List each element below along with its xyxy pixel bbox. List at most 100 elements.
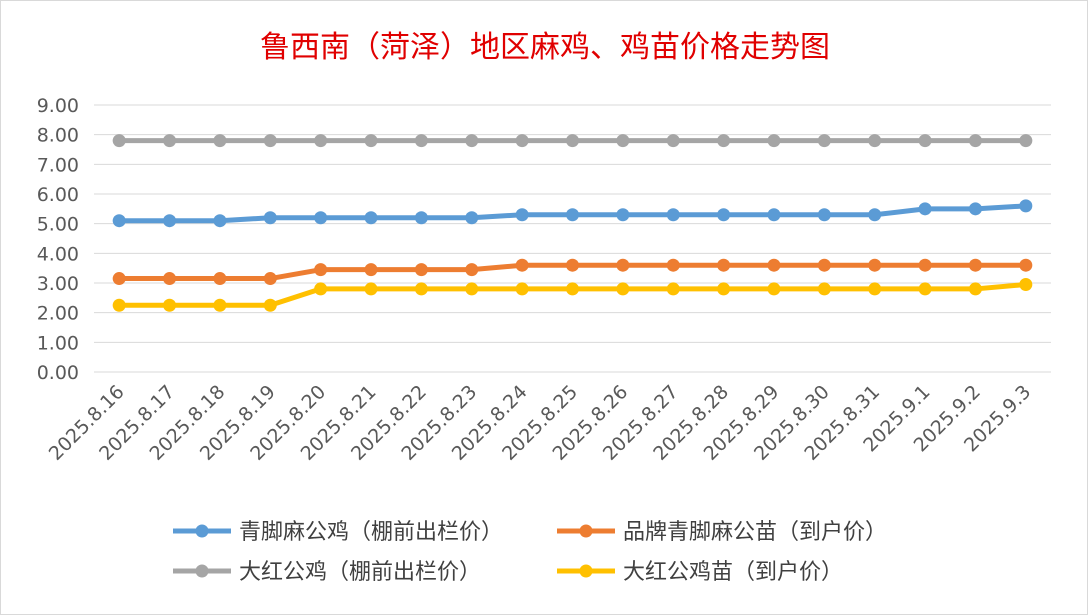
data-point	[112, 134, 126, 148]
y-axis: 0.00 1.00 2.00 3.00 4.00 5.00 6.00 7.00 8.00 9.00	[37, 95, 79, 384]
data-point	[767, 282, 781, 296]
legend-swatch-marker	[579, 524, 593, 538]
data-point	[314, 263, 328, 277]
data-point	[868, 258, 882, 272]
data-point	[163, 134, 177, 148]
data-point	[968, 282, 982, 296]
data-point	[566, 208, 579, 222]
data-point	[112, 214, 126, 228]
data-point	[515, 282, 529, 296]
series-layer	[112, 134, 1033, 312]
data-point	[465, 211, 479, 225]
y-tick-label: 3.00	[37, 273, 79, 295]
data-point	[112, 298, 126, 312]
data-point	[112, 272, 126, 286]
data-point	[263, 211, 277, 225]
data-point	[918, 202, 932, 216]
data-point	[1019, 258, 1033, 272]
data-point	[817, 208, 831, 222]
data-point	[817, 134, 831, 148]
y-tick-label: 1.00	[37, 332, 79, 354]
data-point	[465, 134, 479, 148]
series-2	[112, 258, 1033, 286]
data-point	[666, 208, 680, 222]
y-tick-label: 9.00	[37, 95, 79, 117]
legend-label: 大红公鸡（棚前出栏价）	[239, 560, 481, 585]
data-point	[666, 258, 680, 272]
data-point	[968, 258, 982, 272]
data-point	[868, 134, 882, 148]
data-point	[918, 282, 932, 296]
data-point	[263, 298, 277, 312]
data-point	[314, 282, 328, 296]
data-point	[566, 282, 579, 296]
y-tick-label: 5.00	[37, 214, 79, 236]
data-point	[414, 134, 428, 148]
data-point	[767, 258, 781, 272]
data-point	[717, 208, 731, 222]
data-point	[968, 202, 982, 216]
legend-item: 大红公鸡（棚前出栏价）	[173, 560, 481, 585]
y-tick-label: 4.00	[37, 243, 79, 265]
data-point	[717, 134, 731, 148]
legend-item: 品牌青脚麻公苗（到户价）	[557, 520, 887, 545]
legend: 青脚麻公鸡（棚前出栏价） 品牌青脚麻公苗（到户价） 大红公鸡（棚前出栏价） 大红公鸡苗…	[173, 520, 887, 585]
data-point	[968, 134, 982, 148]
data-point	[414, 282, 428, 296]
y-tick-label: 8.00	[37, 125, 79, 147]
x-axis: 2025.8.162025.8.172025.8.182025.8.192025…	[45, 381, 1036, 465]
data-point	[515, 134, 529, 148]
data-point	[515, 258, 529, 272]
data-point	[817, 258, 831, 272]
data-point	[868, 208, 882, 222]
data-point	[163, 298, 177, 312]
data-point	[213, 214, 227, 228]
data-point	[213, 134, 227, 148]
legend-label: 大红公鸡苗（到户价）	[623, 560, 843, 585]
data-point	[767, 134, 781, 148]
data-point	[1019, 134, 1033, 148]
data-point	[666, 134, 680, 148]
data-point	[868, 282, 882, 296]
legend-label: 品牌青脚麻公苗（到户价）	[623, 520, 887, 545]
data-point	[314, 134, 328, 148]
data-point	[213, 272, 227, 286]
data-point	[515, 208, 529, 222]
data-point	[263, 272, 277, 286]
y-tick-label: 0.00	[37, 362, 79, 384]
series-4	[112, 277, 1033, 312]
data-point	[163, 214, 177, 228]
data-point	[414, 263, 428, 277]
data-point	[364, 134, 378, 148]
y-tick-label: 7.00	[37, 154, 79, 176]
legend-item: 青脚麻公鸡（棚前出栏价）	[173, 520, 503, 545]
data-point	[817, 282, 831, 296]
data-point	[666, 282, 680, 296]
data-point	[314, 211, 328, 225]
data-point	[918, 258, 932, 272]
data-point	[163, 272, 177, 286]
data-point	[566, 258, 579, 272]
legend-swatch-marker	[195, 564, 209, 578]
data-point	[717, 282, 731, 296]
data-point	[465, 282, 479, 296]
data-point	[364, 282, 378, 296]
data-point	[1019, 277, 1033, 291]
data-point	[213, 298, 227, 312]
data-point	[364, 263, 378, 277]
data-point	[616, 134, 630, 148]
data-point	[616, 258, 630, 272]
data-point	[263, 134, 277, 148]
data-point	[616, 282, 630, 296]
y-tick-label: 2.00	[37, 303, 79, 325]
data-point	[918, 134, 932, 148]
data-point	[616, 208, 630, 222]
data-point	[1019, 199, 1033, 213]
data-point	[465, 263, 479, 277]
chart-title: 鲁西南（菏泽）地区麻鸡、鸡苗价格走势图	[260, 30, 830, 65]
data-point	[717, 258, 731, 272]
data-point	[767, 208, 781, 222]
series-1	[112, 199, 1033, 228]
legend-swatch-marker	[195, 524, 209, 538]
